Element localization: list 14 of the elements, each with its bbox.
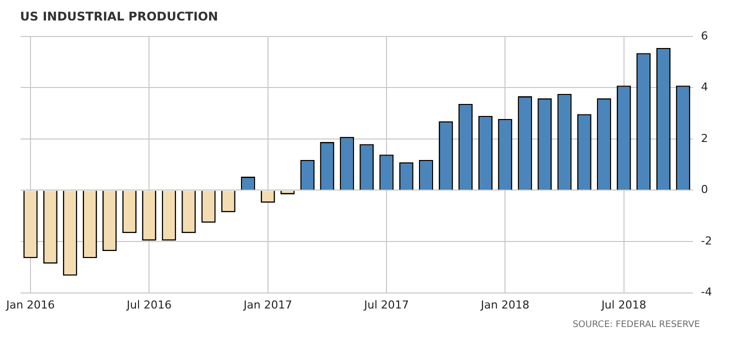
- y-tick-label: 4: [701, 80, 708, 94]
- y-tick-label: -2: [701, 234, 712, 248]
- x-tick-label: Jan 2018: [480, 298, 530, 312]
- x-tick-label: Jul 2017: [363, 298, 409, 312]
- x-tick-label: Jul 2016: [126, 298, 172, 312]
- y-tick-label: 6: [701, 29, 708, 42]
- x-tick-label: Jan 2017: [242, 298, 292, 312]
- y-tick-label: 2: [701, 132, 708, 145]
- source-note: SOURCE: FEDERAL RESERVE: [572, 320, 700, 330]
- x-tick-label: Jan 2016: [5, 298, 55, 312]
- chart-title: US INDUSTRIAL PRODUCTION: [20, 9, 218, 24]
- y-tick-label: -4: [701, 286, 712, 299]
- y-tick-label: 0: [701, 183, 708, 196]
- x-tick-label: Jul 2018: [600, 298, 646, 312]
